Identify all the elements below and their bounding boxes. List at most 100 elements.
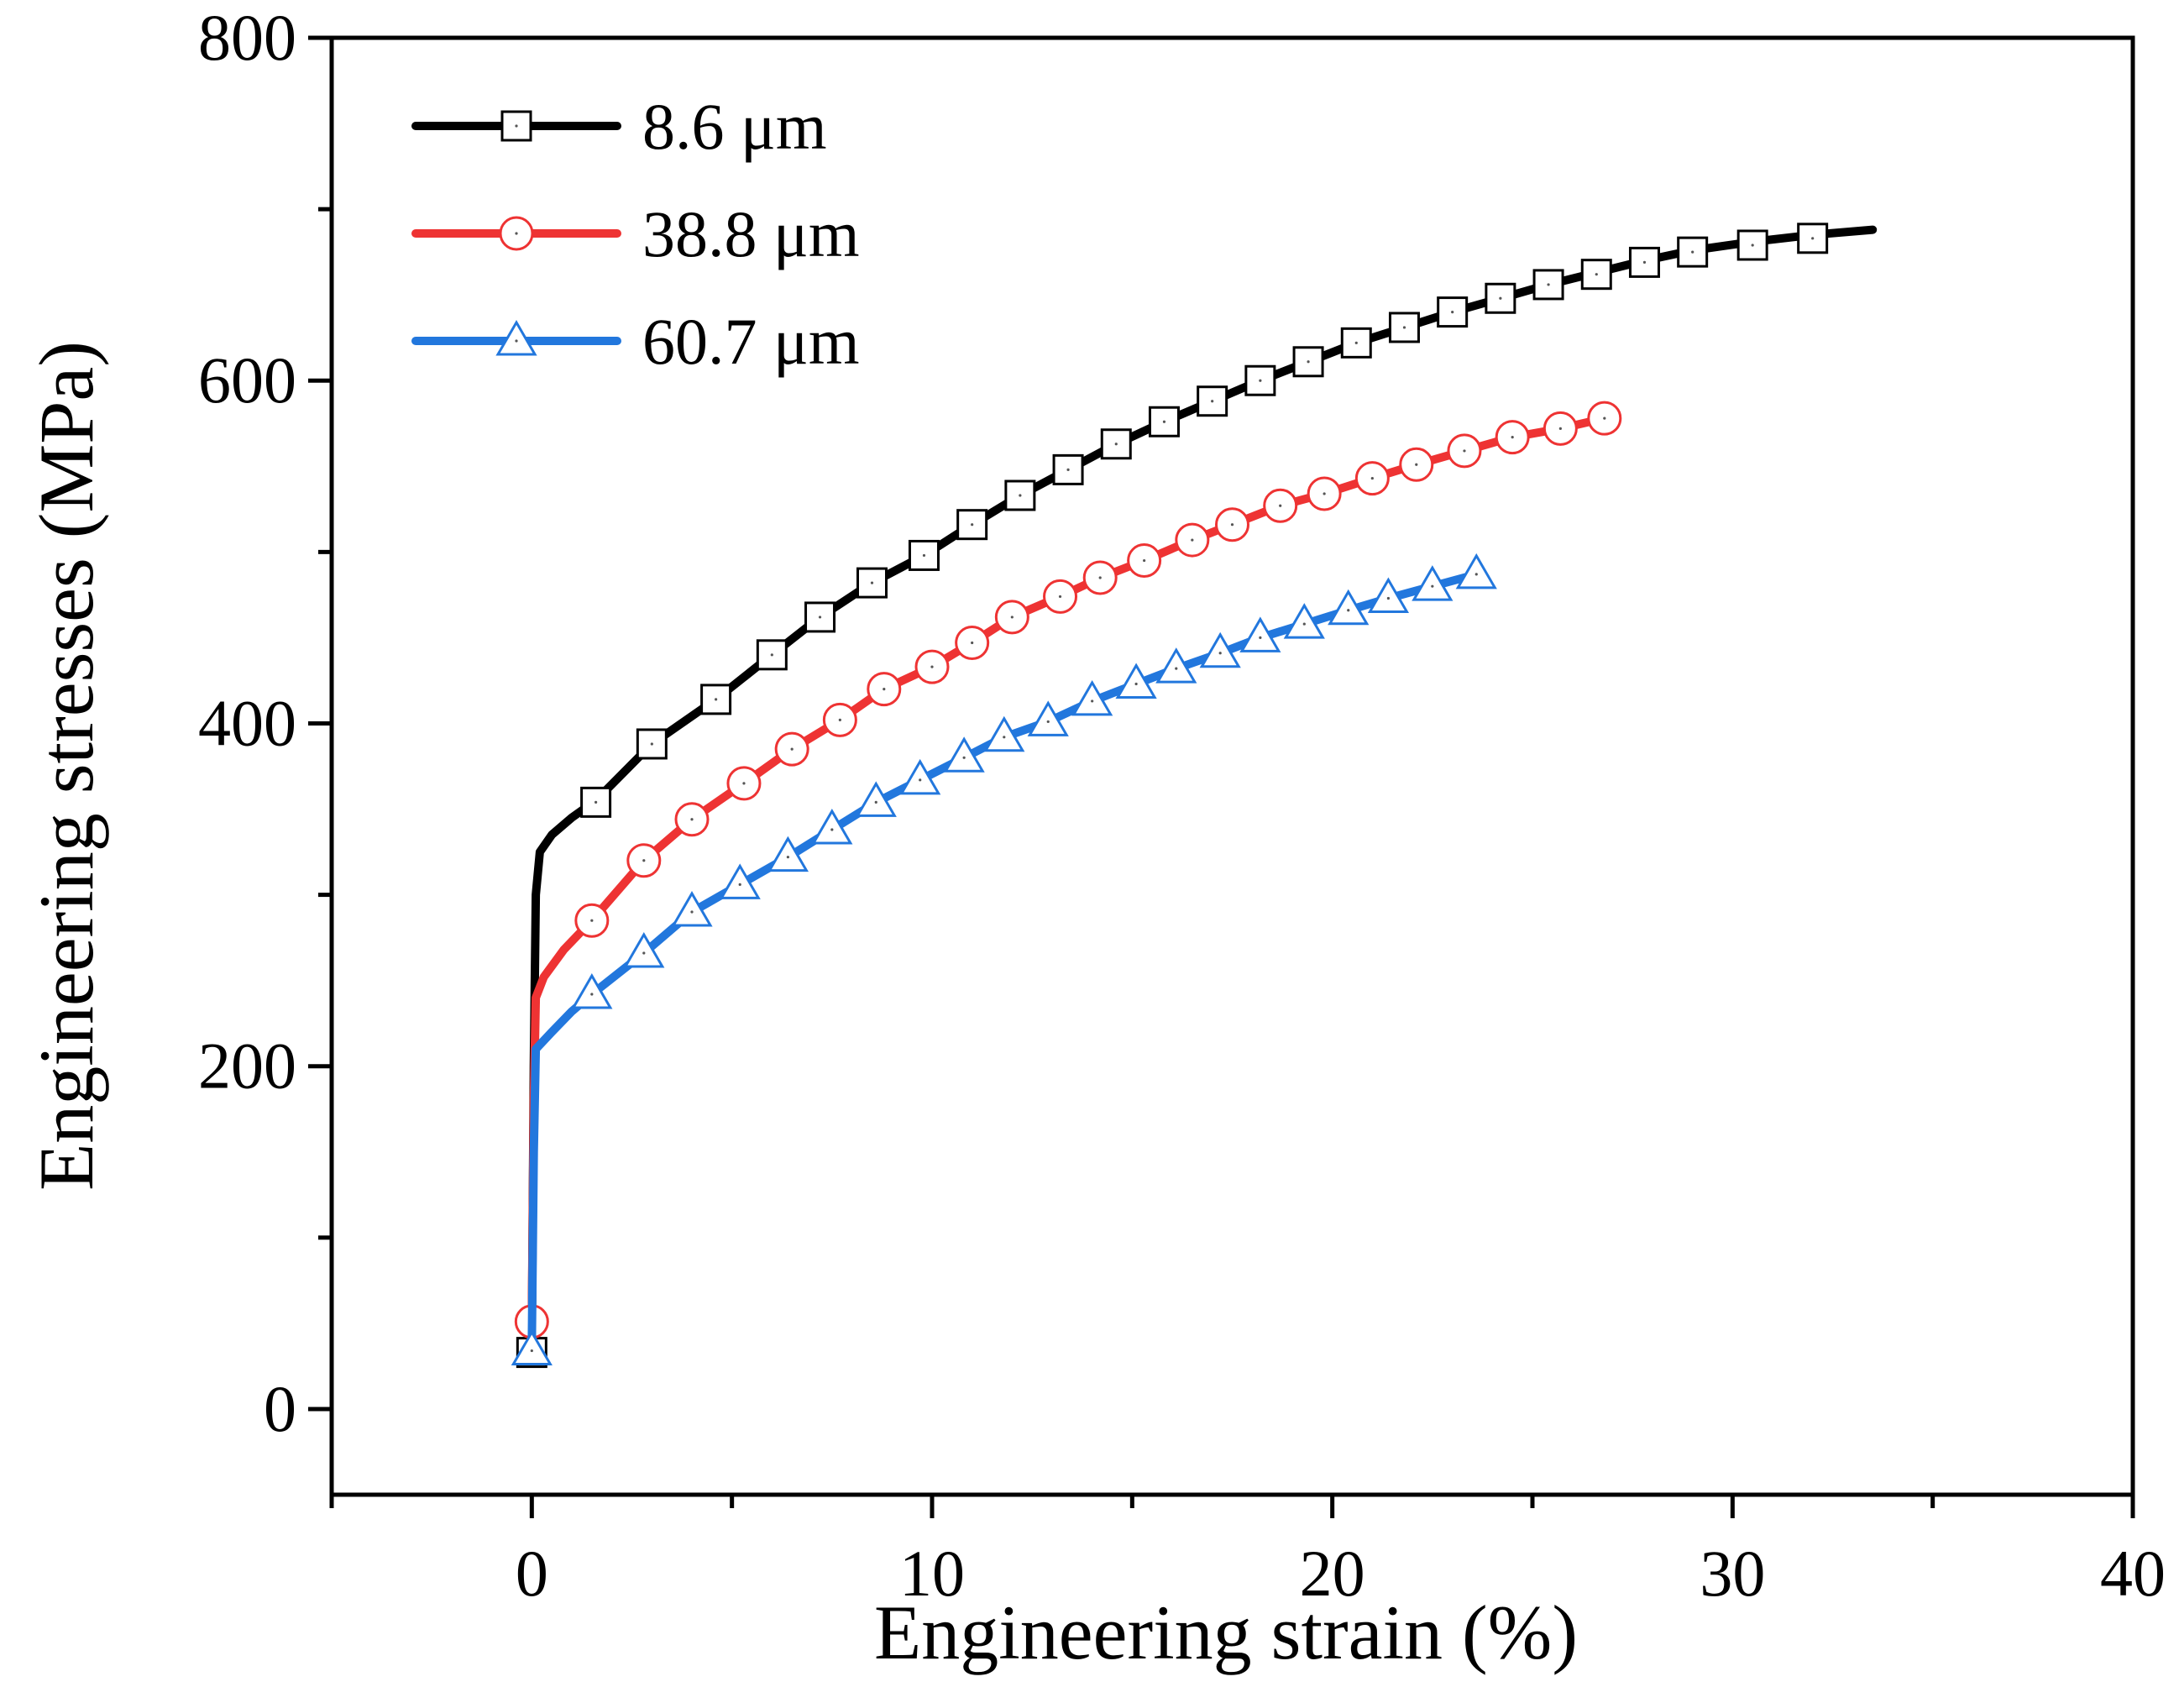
data-point bbox=[1004, 479, 1036, 511]
series-triangle bbox=[511, 553, 1497, 1366]
data-point bbox=[1354, 461, 1390, 496]
marker-center-dot bbox=[1603, 417, 1606, 420]
marker-center-dot bbox=[830, 828, 834, 831]
data-point bbox=[1027, 700, 1069, 736]
legend-entry: 60.7 μm bbox=[411, 305, 860, 378]
marker-triangle-shape bbox=[983, 715, 1025, 752]
y-tick-label: 400 bbox=[198, 686, 296, 759]
marker-center-dot bbox=[1547, 283, 1550, 286]
marker-center-dot bbox=[1302, 622, 1306, 626]
marker-center-dot bbox=[1463, 449, 1466, 453]
data-point bbox=[908, 539, 940, 571]
data-point bbox=[804, 601, 836, 633]
marker-center-dot bbox=[1751, 244, 1754, 247]
marker-center-dot bbox=[1451, 310, 1454, 314]
marker-center-dot bbox=[1370, 476, 1374, 480]
data-point bbox=[1148, 406, 1180, 437]
data-point bbox=[674, 802, 710, 837]
marker-center-dot bbox=[1691, 250, 1694, 254]
marker-triangle-shape bbox=[623, 931, 665, 968]
marker-triangle-shape bbox=[1328, 589, 1370, 626]
data-point bbox=[1197, 385, 1228, 417]
marker-center-dot bbox=[1003, 736, 1006, 739]
data-point bbox=[1437, 296, 1469, 328]
marker-triangle-shape bbox=[495, 320, 537, 356]
marker-center-dot bbox=[530, 1349, 533, 1353]
marker-center-dot bbox=[919, 778, 922, 782]
marker-center-dot bbox=[1091, 699, 1094, 703]
data-point bbox=[899, 758, 941, 795]
data-point bbox=[1447, 433, 1482, 469]
data-point bbox=[1495, 420, 1530, 455]
marker-center-dot bbox=[1010, 616, 1014, 619]
data-point bbox=[1797, 223, 1829, 254]
marker-center-dot bbox=[1347, 609, 1350, 612]
marker-center-dot bbox=[786, 856, 790, 859]
data-point bbox=[1328, 589, 1370, 626]
marker-triangle-shape bbox=[1455, 553, 1497, 589]
data-point bbox=[1532, 269, 1564, 301]
data-point bbox=[1580, 259, 1612, 291]
marker-center-dot bbox=[1211, 400, 1214, 403]
x-axis-title: Engineering strain (%) bbox=[874, 1590, 1578, 1675]
series-line bbox=[527, 414, 1609, 1328]
data-point bbox=[580, 786, 612, 818]
data-point bbox=[574, 903, 610, 938]
marker-triangle-shape bbox=[1239, 616, 1281, 652]
legend-label: 8.6 μm bbox=[642, 90, 827, 163]
marker-triangle-shape bbox=[1367, 577, 1410, 613]
marker-triangle-shape bbox=[1412, 565, 1454, 601]
marker-center-dot bbox=[1230, 523, 1234, 527]
marker-center-dot bbox=[690, 910, 694, 914]
marker-triangle-shape bbox=[1115, 663, 1157, 699]
legend: 8.6 μm 38.8 μm 60.7 μm bbox=[411, 90, 860, 378]
data-point bbox=[1587, 401, 1622, 436]
data-point bbox=[1199, 631, 1241, 668]
marker-center-dot bbox=[590, 919, 594, 922]
data-point bbox=[636, 728, 668, 760]
data-point bbox=[1677, 236, 1709, 268]
series-square bbox=[516, 223, 1878, 1369]
marker-center-dot bbox=[870, 581, 874, 584]
marker-center-dot bbox=[962, 756, 966, 759]
legend-entry: 8.6 μm bbox=[411, 90, 827, 163]
data-point bbox=[1485, 282, 1516, 314]
marker-center-dot bbox=[1595, 273, 1598, 276]
data-point bbox=[671, 891, 713, 927]
marker-center-dot bbox=[1114, 443, 1118, 446]
marker-center-dot bbox=[1134, 682, 1138, 686]
data-point bbox=[1239, 616, 1281, 652]
data-point bbox=[719, 863, 761, 899]
data-point bbox=[1215, 507, 1249, 542]
marker-center-dot bbox=[642, 859, 646, 862]
marker-center-dot bbox=[690, 818, 694, 821]
marker-center-dot bbox=[1558, 427, 1562, 430]
marker-center-dot bbox=[1058, 595, 1062, 599]
marker-center-dot bbox=[1098, 576, 1102, 579]
data-point bbox=[756, 639, 788, 671]
marker-center-dot bbox=[1307, 360, 1310, 364]
marker-center-dot bbox=[930, 665, 934, 668]
data-point bbox=[914, 649, 950, 684]
data-point bbox=[1292, 346, 1324, 378]
marker-square-shape bbox=[856, 567, 888, 599]
marker-center-dot bbox=[1474, 573, 1478, 576]
marker-square-shape bbox=[1485, 282, 1516, 314]
marker-center-dot bbox=[650, 742, 653, 746]
x-tick-label: 10 bbox=[899, 1537, 965, 1610]
marker-center-dot bbox=[971, 523, 974, 527]
marker-center-dot bbox=[715, 698, 718, 701]
marker-center-dot bbox=[515, 232, 518, 235]
ticks-layer bbox=[308, 35, 2135, 1518]
marker-center-dot bbox=[1279, 504, 1282, 507]
y-tick-label: 200 bbox=[198, 1030, 296, 1103]
marker-center-dot bbox=[1046, 720, 1050, 724]
marker-center-dot bbox=[1143, 558, 1146, 563]
marker-triangle-shape bbox=[1283, 603, 1325, 639]
x-tick-label: 20 bbox=[1300, 1537, 1365, 1610]
data-point bbox=[1307, 476, 1342, 511]
data-point bbox=[983, 715, 1025, 752]
y-axis-title: Engineering stresses (MPa) bbox=[24, 341, 109, 1191]
marker-triangle-shape bbox=[719, 863, 761, 899]
